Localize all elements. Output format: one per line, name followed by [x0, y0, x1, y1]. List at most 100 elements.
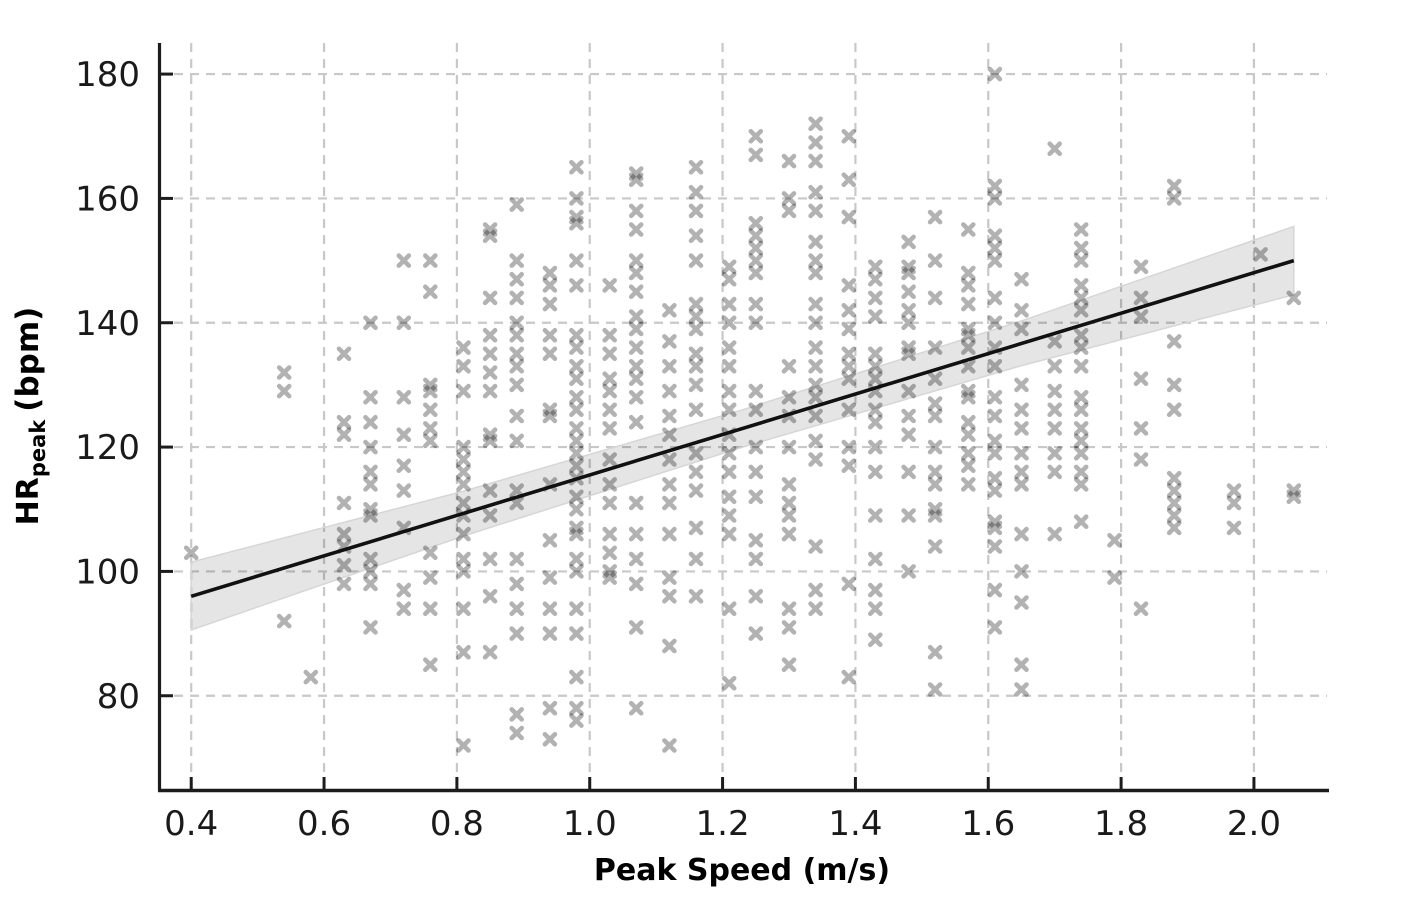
data-point-marker [748, 383, 764, 399]
data-point-marker [1073, 421, 1089, 436]
data-point-marker [482, 433, 498, 449]
data-point-marker [987, 539, 1003, 554]
data-point-marker [927, 477, 943, 492]
data-point-marker [569, 551, 584, 567]
data-point-marker [987, 66, 1003, 82]
data-point-marker [808, 296, 823, 312]
data-point-marker [1073, 278, 1089, 293]
data-point-marker [509, 271, 525, 287]
y-axis-label-subscript: peak [26, 419, 50, 477]
data-point-marker [569, 278, 584, 293]
data-point-marker [808, 203, 823, 219]
data-point-marker [841, 321, 857, 337]
data-point-marker [901, 383, 916, 399]
data-point-marker [841, 669, 857, 685]
data-point-marker [987, 445, 1003, 461]
data-point-marker [927, 644, 943, 660]
data-point-marker [867, 601, 883, 617]
data-point-marker [721, 315, 737, 331]
data-point-marker [602, 526, 618, 542]
data-point-marker [748, 532, 764, 548]
data-point-marker [1014, 271, 1029, 287]
data-point-marker [867, 551, 883, 567]
data-point-marker [1047, 526, 1062, 542]
y-tick-label: 180 [75, 55, 140, 95]
data-point-marker [1166, 508, 1182, 523]
data-point-marker [662, 738, 677, 753]
y-tick-label: 80 [97, 677, 140, 717]
data-point-marker [628, 414, 644, 430]
data-point-marker [960, 327, 976, 343]
data-point-marker [602, 346, 618, 362]
data-point-marker [509, 576, 525, 592]
data-point-marker [569, 340, 584, 355]
data-point-marker [927, 340, 943, 355]
data-point-marker [901, 234, 916, 250]
data-point-marker [688, 160, 704, 175]
data-point-marker [569, 713, 584, 728]
data-point-marker [987, 470, 1003, 486]
x-tick-label: 1.0 [563, 804, 617, 844]
data-point-marker [542, 296, 558, 312]
data-point-marker [1073, 464, 1089, 480]
data-point-marker [363, 389, 378, 405]
data-point-marker [688, 253, 704, 268]
data-point-marker [1047, 358, 1062, 374]
x-tick-labels: 0.4 0.6 0.8 1.0 1.2 1.4 1.6 1.8 2.0 [164, 804, 1281, 844]
x-tick-label: 1.4 [828, 804, 882, 844]
data-point-marker [1073, 240, 1089, 256]
data-point-marker [509, 601, 525, 617]
data-point-marker [721, 489, 737, 505]
data-point-marker [628, 371, 644, 387]
data-point-marker [808, 315, 823, 331]
data-point-marker [808, 184, 823, 200]
data-point-marker [721, 526, 737, 542]
data-point-marker [422, 421, 438, 436]
data-point-marker [1073, 253, 1089, 268]
data-point-marker [509, 327, 525, 343]
data-point-marker [1166, 470, 1182, 486]
data-point-marker [1133, 371, 1149, 387]
data-point-marker [927, 682, 943, 697]
data-point-marker [841, 129, 857, 144]
data-point-marker [1107, 570, 1122, 585]
data-point-marker [721, 464, 737, 480]
data-point-marker [748, 489, 764, 505]
data-point-marker [569, 458, 584, 474]
data-point-marker [927, 501, 943, 517]
data-point-marker [808, 452, 823, 467]
data-point-marker [509, 707, 525, 722]
x-tick-label: 0.6 [297, 804, 351, 844]
data-point-marker [721, 271, 737, 287]
data-point-marker [960, 296, 976, 312]
scatter-points [183, 66, 1302, 753]
data-point-marker [987, 290, 1003, 306]
data-point-marker [1107, 532, 1122, 548]
data-point-marker [867, 358, 883, 374]
data-point-marker [688, 483, 704, 498]
y-axis-label-unit: (bpm) [10, 307, 46, 412]
data-point-marker [482, 290, 498, 306]
data-point-marker [808, 433, 823, 449]
data-point-marker [542, 601, 558, 617]
data-point-marker [1226, 483, 1242, 498]
data-point-marker [781, 601, 797, 617]
data-point-marker [363, 464, 378, 480]
data-point-marker [1047, 445, 1062, 461]
data-point-marker [363, 508, 378, 523]
data-point-marker [1166, 191, 1182, 206]
data-point-marker [960, 383, 976, 399]
data-point-marker [901, 315, 916, 331]
data-point-marker [569, 216, 584, 231]
data-point-marker [396, 315, 412, 331]
data-point-marker [569, 489, 584, 505]
data-point-marker [960, 358, 976, 374]
data-point-marker [1073, 514, 1089, 530]
data-point-marker [808, 153, 823, 169]
data-point-marker [456, 439, 471, 455]
data-point-marker [688, 464, 704, 480]
data-point-marker [688, 551, 704, 567]
data-point-marker [1014, 402, 1029, 418]
data-point-marker [509, 346, 525, 362]
data-point-marker [1166, 495, 1182, 511]
